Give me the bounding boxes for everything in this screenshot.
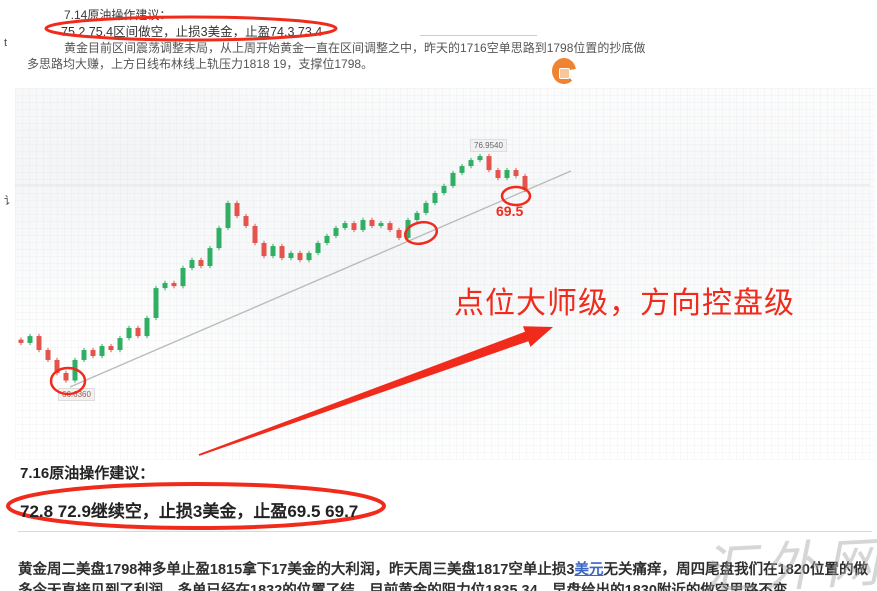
chart-high-price-label: 76.9540	[470, 139, 507, 152]
advice-714-circled-text: 75.2 75.4区间做空，止损3美金，止盈74.3 73.4	[61, 25, 323, 39]
chart-canvas	[15, 153, 870, 388]
clipped-edge-text: t	[4, 37, 8, 49]
section-divider	[18, 531, 872, 532]
target-price-label: 69.5	[496, 203, 524, 219]
advice-716-title: 7.16原油操作建议：	[20, 465, 155, 482]
chart-low-price-label: 66.6360	[58, 388, 95, 401]
gold-summary-paragraph: 黄金周二美盘1798神多单止盈1815拿下17美金的大利润，昨天周三美盘1817…	[18, 560, 868, 591]
usd-link[interactable]: 美元	[574, 561, 604, 578]
stray-underline	[420, 35, 537, 36]
paragraph-text: 黄金周二美盘1798神多单止盈1815拿下17美金的大利润，昨天周三美盘1817…	[18, 561, 575, 578]
red-headline: 点位大师级，方向控盘级	[454, 287, 795, 320]
clipped-edge-text: 讠	[4, 195, 13, 207]
site-watermark: 汇外网	[699, 532, 877, 591]
candlestick-chart	[15, 88, 875, 460]
gold-paragraph-line1: 黄金目前区间震荡调整未局，从上周开始黄金一直在区间调整之中，昨天的1716空单思…	[64, 41, 646, 55]
gold-paragraph-line2: 多思路均大赚，上方日线布林线上轨压力1818 19，支撑位1798。	[27, 57, 374, 71]
site-logo-icon	[552, 58, 576, 84]
paragraph-text: 无关痛痒，周四尾盘我们在1820位置的做多今天直接见到了利润，多单已经在1832…	[18, 561, 868, 591]
advice-716-circled-text: 72.8 72.9继续空，止损3美金，止盈69.5 69.7	[20, 502, 359, 521]
